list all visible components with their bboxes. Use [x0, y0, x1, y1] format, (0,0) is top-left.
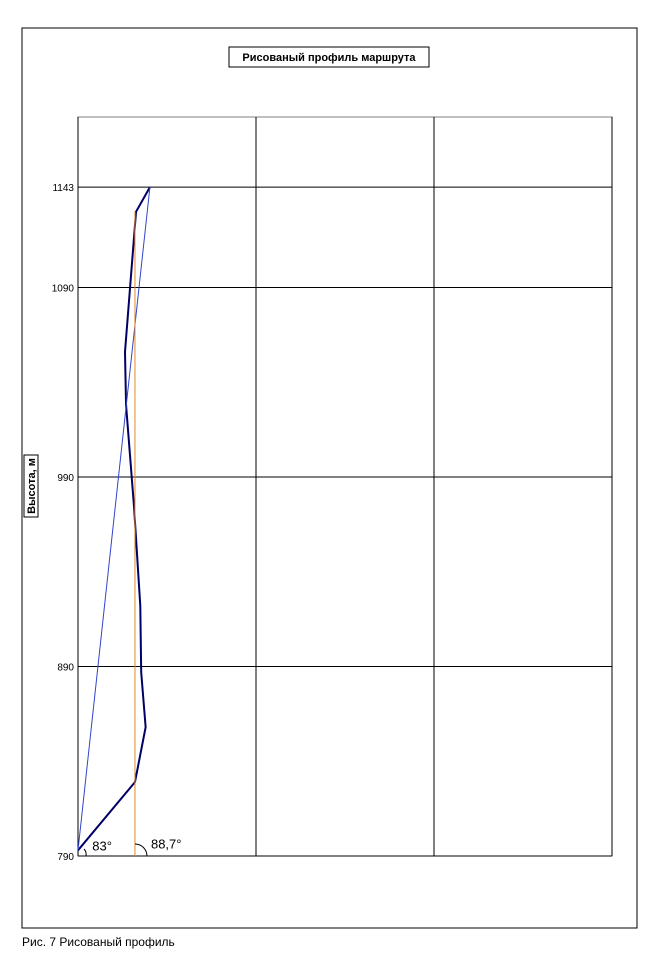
angle-annotation: 83° — [92, 838, 112, 853]
profile-line — [77, 186, 151, 851]
y-tick-label: 890 — [57, 663, 74, 674]
angle-arc — [83, 848, 87, 857]
y-tick-label: 1090 — [52, 284, 75, 295]
y-tick-label: 790 — [57, 852, 74, 863]
y-axis-label: Высота, м — [26, 458, 38, 514]
angle-annotation: 88,7° — [151, 836, 182, 851]
chart-title: Рисованый профиль маршрута — [242, 52, 416, 64]
y-tick-label: 990 — [57, 473, 74, 484]
y-tick-label: 1143 — [52, 183, 74, 194]
caption: Рис. 7 Рисованый профиль — [22, 935, 175, 949]
title-box — [228, 46, 430, 68]
plot-area — [77, 116, 613, 857]
y-label-box — [23, 454, 39, 518]
angle-arc — [134, 843, 148, 857]
profile-line — [77, 187, 151, 851]
